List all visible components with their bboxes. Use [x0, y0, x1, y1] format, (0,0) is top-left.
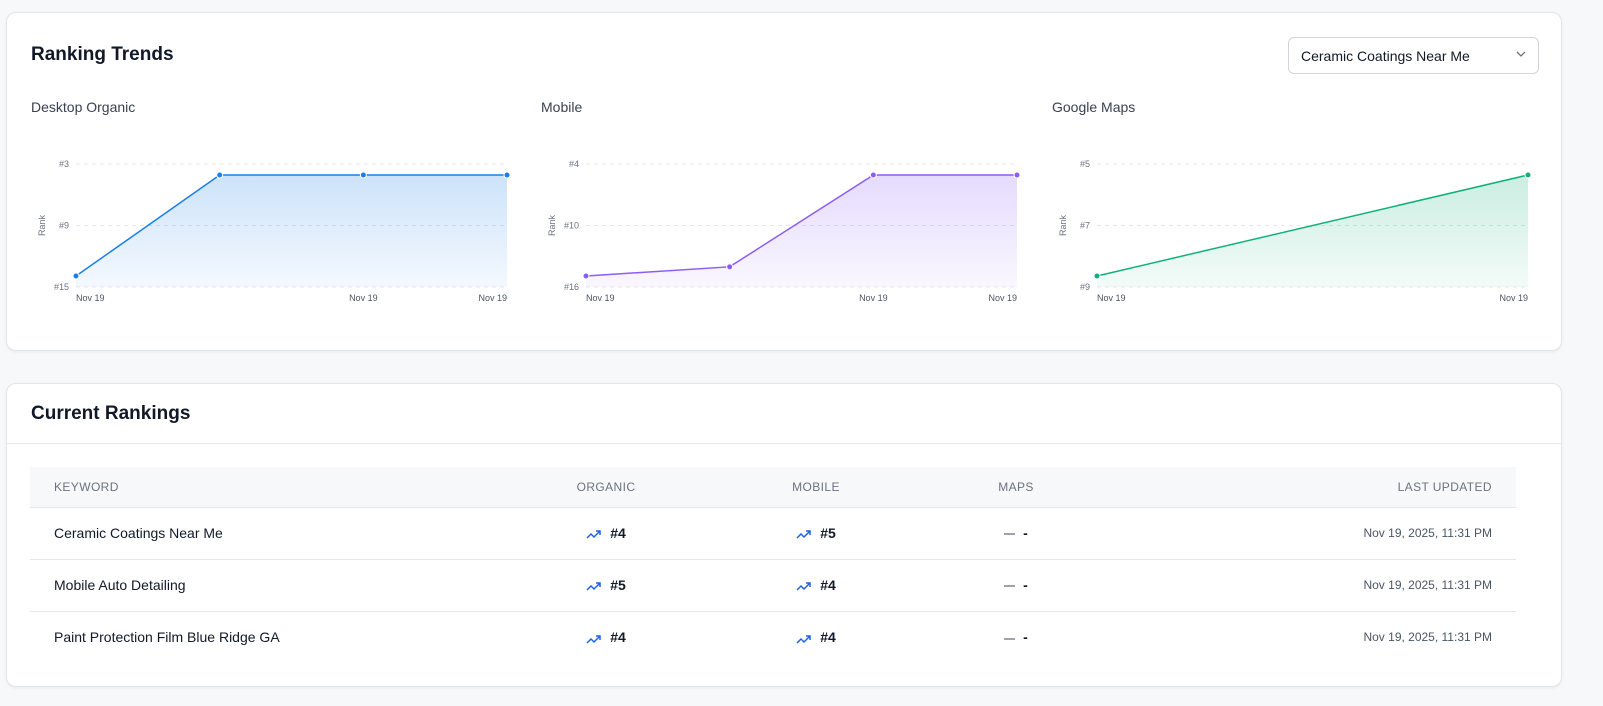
maps-rank: -: [1023, 525, 1028, 541]
mobile-cell: #4: [716, 559, 916, 611]
mobile-cell: #5: [716, 507, 916, 559]
y-axis-label: Rank: [37, 214, 47, 236]
organic-cell: #4: [496, 611, 716, 663]
series-line: [1096, 174, 1529, 277]
current-rankings-title: Current Rankings: [31, 403, 191, 424]
x-tick-label: Nov 19: [349, 293, 378, 303]
table-header: KEYWORD ORGANIC MOBILE MAPS LAST UPDATED: [30, 467, 1516, 507]
col-mobile: MOBILE: [792, 479, 840, 494]
col-organic: ORGANIC: [576, 479, 636, 494]
mobile-rank: #4: [820, 577, 836, 593]
series-area: [76, 175, 507, 287]
trending-up-icon: [586, 582, 601, 591]
data-point[interactable]: [1093, 272, 1101, 280]
y-tick-label: #9: [1080, 282, 1090, 292]
rankings-table: KEYWORD ORGANIC MOBILE MAPS LAST UPDATED…: [30, 467, 1516, 663]
current-rankings-card: Current Rankings KEYWORD ORGANIC MOBILE …: [6, 383, 1562, 687]
data-point[interactable]: [216, 171, 224, 179]
maps-rank: -: [1023, 577, 1028, 593]
y-axis-label: Rank: [1058, 214, 1068, 236]
data-point[interactable]: [503, 171, 511, 179]
no-change-icon: [1004, 585, 1016, 588]
chart-svg: #4 #10 #16 Rank Nov 19 Nov 19 Nov 19: [547, 159, 1021, 303]
ranking-trends-title: Ranking Trends: [31, 44, 174, 65]
keyword-cell: Mobile Auto Detailing: [54, 577, 186, 593]
data-point[interactable]: [1013, 171, 1021, 179]
trending-up-icon: [796, 582, 811, 591]
y-tick-label: #16: [564, 282, 579, 292]
last-updated-cell: Nov 19, 2025, 11:31 PM: [1363, 526, 1492, 540]
x-tick-label: Nov 19: [859, 293, 888, 303]
keyword-cell: Paint Protection Film Blue Ridge GA: [54, 629, 280, 646]
x-tick-label: Nov 19: [586, 293, 615, 303]
col-last-updated: LAST UPDATED: [1397, 479, 1492, 494]
mobile-cell: #4: [716, 611, 916, 663]
organic-rank: #5: [610, 577, 626, 593]
table-row: Mobile Auto Detailing #5 #4 - Nov 19, 20…: [30, 559, 1516, 611]
no-change-icon: [1004, 637, 1016, 640]
y-axis-label: Rank: [547, 214, 557, 236]
maps-rank: -: [1023, 629, 1028, 646]
series-line: [585, 174, 1017, 277]
maps-cell: -: [916, 507, 1116, 559]
maps-cell: -: [916, 559, 1116, 611]
chevron-down-icon: [1516, 51, 1526, 57]
col-maps: MAPS: [998, 479, 1034, 494]
mobile-rank: #5: [820, 525, 836, 541]
col-keyword: KEYWORD: [54, 479, 119, 494]
data-point[interactable]: [869, 171, 877, 179]
data-point[interactable]: [582, 272, 590, 280]
keyword-select[interactable]: Ceramic Coatings Near Me: [1288, 37, 1539, 74]
keyword-select-value: Ceramic Coatings Near Me: [1301, 48, 1470, 64]
x-tick-label: Nov 19: [76, 293, 105, 303]
y-tick-label: #10: [564, 221, 579, 231]
trending-up-icon: [586, 634, 601, 644]
last-updated-cell: Nov 19, 2025, 11:31 PM: [1363, 630, 1492, 645]
chart-svg: #5 #7 #9 Rank Nov 19 Nov 19: [1058, 159, 1532, 303]
maps-cell: -: [916, 611, 1116, 663]
ranking-trends-card: Ranking Trends Ceramic Coatings Near Me …: [6, 12, 1562, 351]
chart-desktop-organic: Desktop Organic #3 #9 #15 Rank Nov 19 Nov 19 N…: [31, 13, 521, 333]
y-tick-label: #3: [59, 159, 69, 169]
trending-up-icon: [796, 530, 811, 539]
chart-title: Mobile: [541, 99, 583, 115]
x-tick-label: Nov 19: [1499, 293, 1528, 303]
organic-rank: #4: [610, 525, 626, 541]
data-point[interactable]: [1524, 171, 1532, 179]
last-updated-cell: Nov 19, 2025, 11:31 PM: [1363, 578, 1492, 592]
chart-mobile: Mobile #4 #10 #16 Rank Nov 19 Nov 19 Nov 19: [541, 13, 1031, 333]
series-area: [1097, 175, 1528, 287]
no-change-icon: [1004, 533, 1016, 536]
table-row: Ceramic Coatings Near Me #4 #5 - Nov 19,…: [30, 507, 1516, 559]
chart-title: Google Maps: [1052, 99, 1136, 115]
series-area: [586, 175, 1017, 287]
mobile-rank: #4: [820, 629, 836, 646]
table-row: Paint Protection Film Blue Ridge GA #4 #…: [30, 611, 1516, 663]
chart-title: Desktop Organic: [31, 99, 136, 115]
y-tick-label: #7: [1080, 221, 1090, 231]
trending-up-icon: [796, 634, 811, 644]
chart-svg: #3 #9 #15 Rank Nov 19 Nov 19 Nov 19: [37, 159, 511, 303]
y-tick-label: #4: [569, 159, 579, 169]
data-point[interactable]: [726, 263, 734, 271]
data-point[interactable]: [72, 272, 80, 280]
x-tick-label: Nov 19: [1097, 293, 1126, 303]
divider: [7, 443, 1561, 444]
y-tick-label: #15: [54, 282, 69, 292]
trending-up-icon: [586, 530, 601, 539]
organic-cell: #4: [496, 507, 716, 559]
keyword-cell: Ceramic Coatings Near Me: [54, 525, 223, 541]
organic-rank: #4: [610, 629, 626, 646]
x-tick-label: Nov 19: [478, 293, 507, 303]
x-tick-label: Nov 19: [988, 293, 1017, 303]
organic-cell: #5: [496, 559, 716, 611]
y-tick-label: #9: [59, 221, 69, 231]
y-tick-label: #5: [1080, 159, 1090, 169]
data-point[interactable]: [359, 171, 367, 179]
chart-google-maps: Google Maps #5 #7 #9 Rank Nov 19 Nov 19: [1052, 13, 1542, 333]
series-line: [75, 174, 507, 277]
